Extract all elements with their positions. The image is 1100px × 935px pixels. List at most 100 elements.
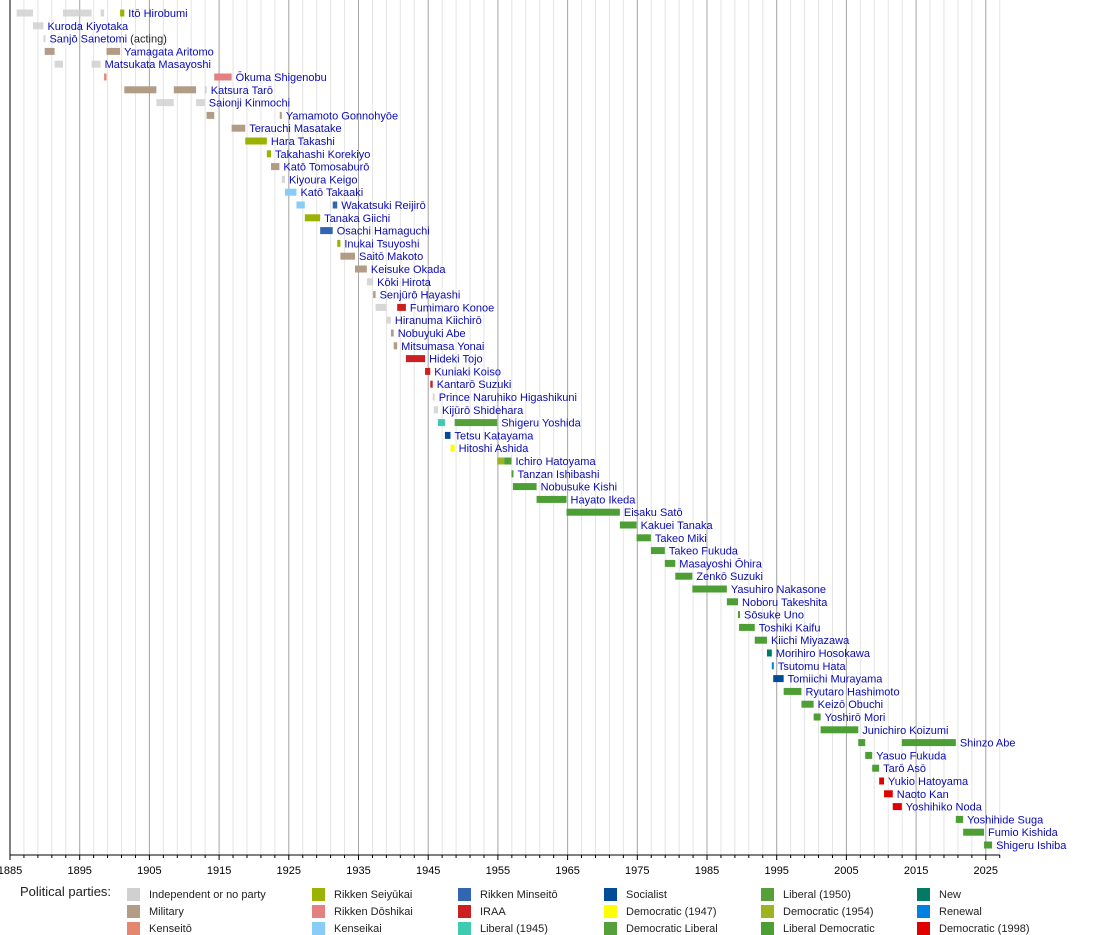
legend-label: Democratic Liberal xyxy=(626,922,718,935)
pm-name[interactable]: Kijūrō Shidehara xyxy=(442,405,524,417)
pm-label: Ryutaro Hashimoto xyxy=(805,686,899,698)
term-bar xyxy=(675,572,693,580)
pm-name[interactable]: Hitoshi Ashida xyxy=(459,443,530,455)
pm-name[interactable]: Kōki Hirota xyxy=(377,277,432,289)
pm-name[interactable]: Katsura Tarō xyxy=(211,85,273,97)
term-bar xyxy=(279,111,282,119)
pm-name[interactable]: Keisuke Okada xyxy=(371,264,446,276)
pm-name[interactable]: Tomiichi Murayama xyxy=(788,674,884,686)
pm-label: Ichiro Hatoyama xyxy=(515,456,596,468)
pm-name[interactable]: Fumimaro Konoe xyxy=(410,302,494,314)
pm-name[interactable]: Sanjō Sanetomi xyxy=(49,34,127,46)
x-tick-label: 2015 xyxy=(904,865,928,877)
pm-name[interactable]: Tarō Asō xyxy=(883,763,926,775)
pm-name[interactable]: Saitō Makoto xyxy=(359,251,423,263)
legend-swatch xyxy=(604,922,617,935)
pm-name[interactable]: Takahashi Korekiyo xyxy=(275,149,370,161)
legend-title: Political parties: xyxy=(20,884,112,899)
pm-label: Keizō Obuchi xyxy=(818,699,883,711)
pm-label: Inukai Tsuyoshi xyxy=(344,238,419,250)
pm-name[interactable]: Senjūrō Hayashi xyxy=(380,290,461,302)
pm-name[interactable]: Yasuo Fukuda xyxy=(876,750,947,762)
pm-name[interactable]: Matsukata Masayoshi xyxy=(105,59,211,71)
pm-label: Katsura Tarō xyxy=(211,85,273,97)
pm-name[interactable]: Yoshihide Suga xyxy=(967,814,1044,826)
pm-name[interactable]: Shinzo Abe xyxy=(960,738,1016,750)
pm-name[interactable]: Takeo Fukuda xyxy=(669,546,739,558)
pm-label: Morihiro Hosokawa xyxy=(776,648,871,660)
pm-label: Kiyoura Keigo xyxy=(289,174,358,186)
term-bar xyxy=(963,828,985,836)
pm-name[interactable]: Fumio Kishida xyxy=(988,827,1059,839)
pm-name[interactable]: Naoto Kan xyxy=(897,789,949,801)
pm-name[interactable]: Masayoshi Ōhira xyxy=(679,558,762,570)
pm-name[interactable]: Ōkuma Shigenobu xyxy=(236,72,327,84)
pm-name[interactable]: Morihiro Hosokawa xyxy=(776,648,871,660)
pm-name[interactable]: Kantarō Suzuki xyxy=(437,379,512,391)
pm-name[interactable]: Toshiki Kaifu xyxy=(759,622,821,634)
pm-name[interactable]: Eisaku Satō xyxy=(624,507,683,519)
pm-name[interactable]: Shigeru Yoshida xyxy=(501,418,581,430)
pm-label: Keisuke Okada xyxy=(371,264,446,276)
pm-name[interactable]: Takeo Miki xyxy=(655,533,707,545)
pm-name[interactable]: Mitsumasa Yonai xyxy=(401,341,484,353)
pm-name[interactable]: Inukai Tsuyoshi xyxy=(344,238,419,250)
pm-name[interactable]: Kiyoura Keigo xyxy=(289,174,358,186)
term-bar xyxy=(397,303,406,311)
pm-name[interactable]: Hiranuma Kiichirō xyxy=(395,315,482,327)
term-bar xyxy=(106,47,121,55)
pm-name[interactable]: Hara Takashi xyxy=(271,136,335,148)
pm-name[interactable]: Noboru Takeshita xyxy=(742,597,828,609)
pm-label: Hitoshi Ashida xyxy=(459,443,530,455)
pm-name[interactable]: Saionji Kinmochi xyxy=(209,98,290,110)
legend-label: Liberal Democratic xyxy=(783,922,875,935)
legend-label: Socialist xyxy=(626,888,667,901)
pm-name[interactable]: Keizō Obuchi xyxy=(818,699,883,711)
term-bar xyxy=(196,99,205,107)
pm-name[interactable]: Katō Takaaki xyxy=(300,187,363,199)
pm-name[interactable]: Ichiro Hatoyama xyxy=(515,456,596,468)
pm-name[interactable]: Ryutaro Hashimoto xyxy=(805,686,899,698)
legend-item: Rikken Seiyūkai xyxy=(312,887,412,902)
pm-name[interactable]: Katō Tomosaburō xyxy=(283,162,369,174)
legend-swatch xyxy=(458,888,471,901)
pm-name[interactable]: Kakuei Tanaka xyxy=(641,520,714,532)
pm-label: Junichiro Koizumi xyxy=(862,725,948,737)
pm-label: Shigeru Yoshida xyxy=(501,418,581,430)
pm-name[interactable]: Zenkō Suzuki xyxy=(696,571,763,583)
pm-name[interactable]: Yamagata Aritomo xyxy=(124,46,214,58)
pm-name[interactable]: Terauchi Masatake xyxy=(249,123,341,135)
pm-name[interactable]: Itō Hirobumi xyxy=(128,8,187,20)
pm-name[interactable]: Kuniaki Koiso xyxy=(434,366,501,378)
legend-swatch xyxy=(761,888,774,901)
pm-name[interactable]: Tanaka Giichi xyxy=(324,213,390,225)
pm-name[interactable]: Sōsuke Uno xyxy=(744,610,804,622)
legend-swatch xyxy=(312,905,325,918)
pm-name[interactable]: Nobusuke Kishi xyxy=(541,482,617,494)
pm-name[interactable]: Shigeru Ishiba xyxy=(996,840,1067,852)
pm-name[interactable]: Tetsu Katayama xyxy=(455,430,535,442)
pm-label: Tetsu Katayama xyxy=(455,430,535,442)
pm-name[interactable]: Yoshihiko Noda xyxy=(906,802,983,814)
timeline-svg: 1885 1895 1905 1915 1925 1935 1945 1955 1965 1975… xyxy=(0,0,1067,877)
pm-name[interactable]: Yasuhiro Nakasone xyxy=(731,584,826,596)
term-bar xyxy=(504,457,512,465)
pm-name[interactable]: Wakatsuki Reijirō xyxy=(341,200,426,212)
pm-name[interactable]: Yukio Hatoyama xyxy=(888,776,969,788)
legend-swatch xyxy=(761,922,774,935)
pm-name[interactable]: Tsutomu Hata xyxy=(778,661,847,673)
legend-swatch xyxy=(604,905,617,918)
legend-swatch xyxy=(312,888,325,901)
pm-name[interactable]: Prince Naruhiko Higashikuni xyxy=(439,392,577,404)
pm-name[interactable]: Kiichi Miyazawa xyxy=(771,635,850,647)
pm-name[interactable]: Tanzan Ishibashi xyxy=(517,469,599,481)
pm-label: Hideki Tojo xyxy=(429,354,483,366)
pm-name[interactable]: Kuroda Kiyotaka xyxy=(47,21,129,33)
pm-name[interactable]: Junichiro Koizumi xyxy=(862,725,948,737)
pm-name[interactable]: Yamamoto Gonnohyōe xyxy=(286,110,398,122)
pm-name[interactable]: Yoshirō Mori xyxy=(825,712,886,724)
pm-name[interactable]: Hayato Ikeda xyxy=(571,494,637,506)
pm-name[interactable]: Nobuyuki Abe xyxy=(398,328,466,340)
pm-name[interactable]: Osachi Hamaguchi xyxy=(337,226,430,238)
pm-name[interactable]: Hideki Tojo xyxy=(429,354,483,366)
